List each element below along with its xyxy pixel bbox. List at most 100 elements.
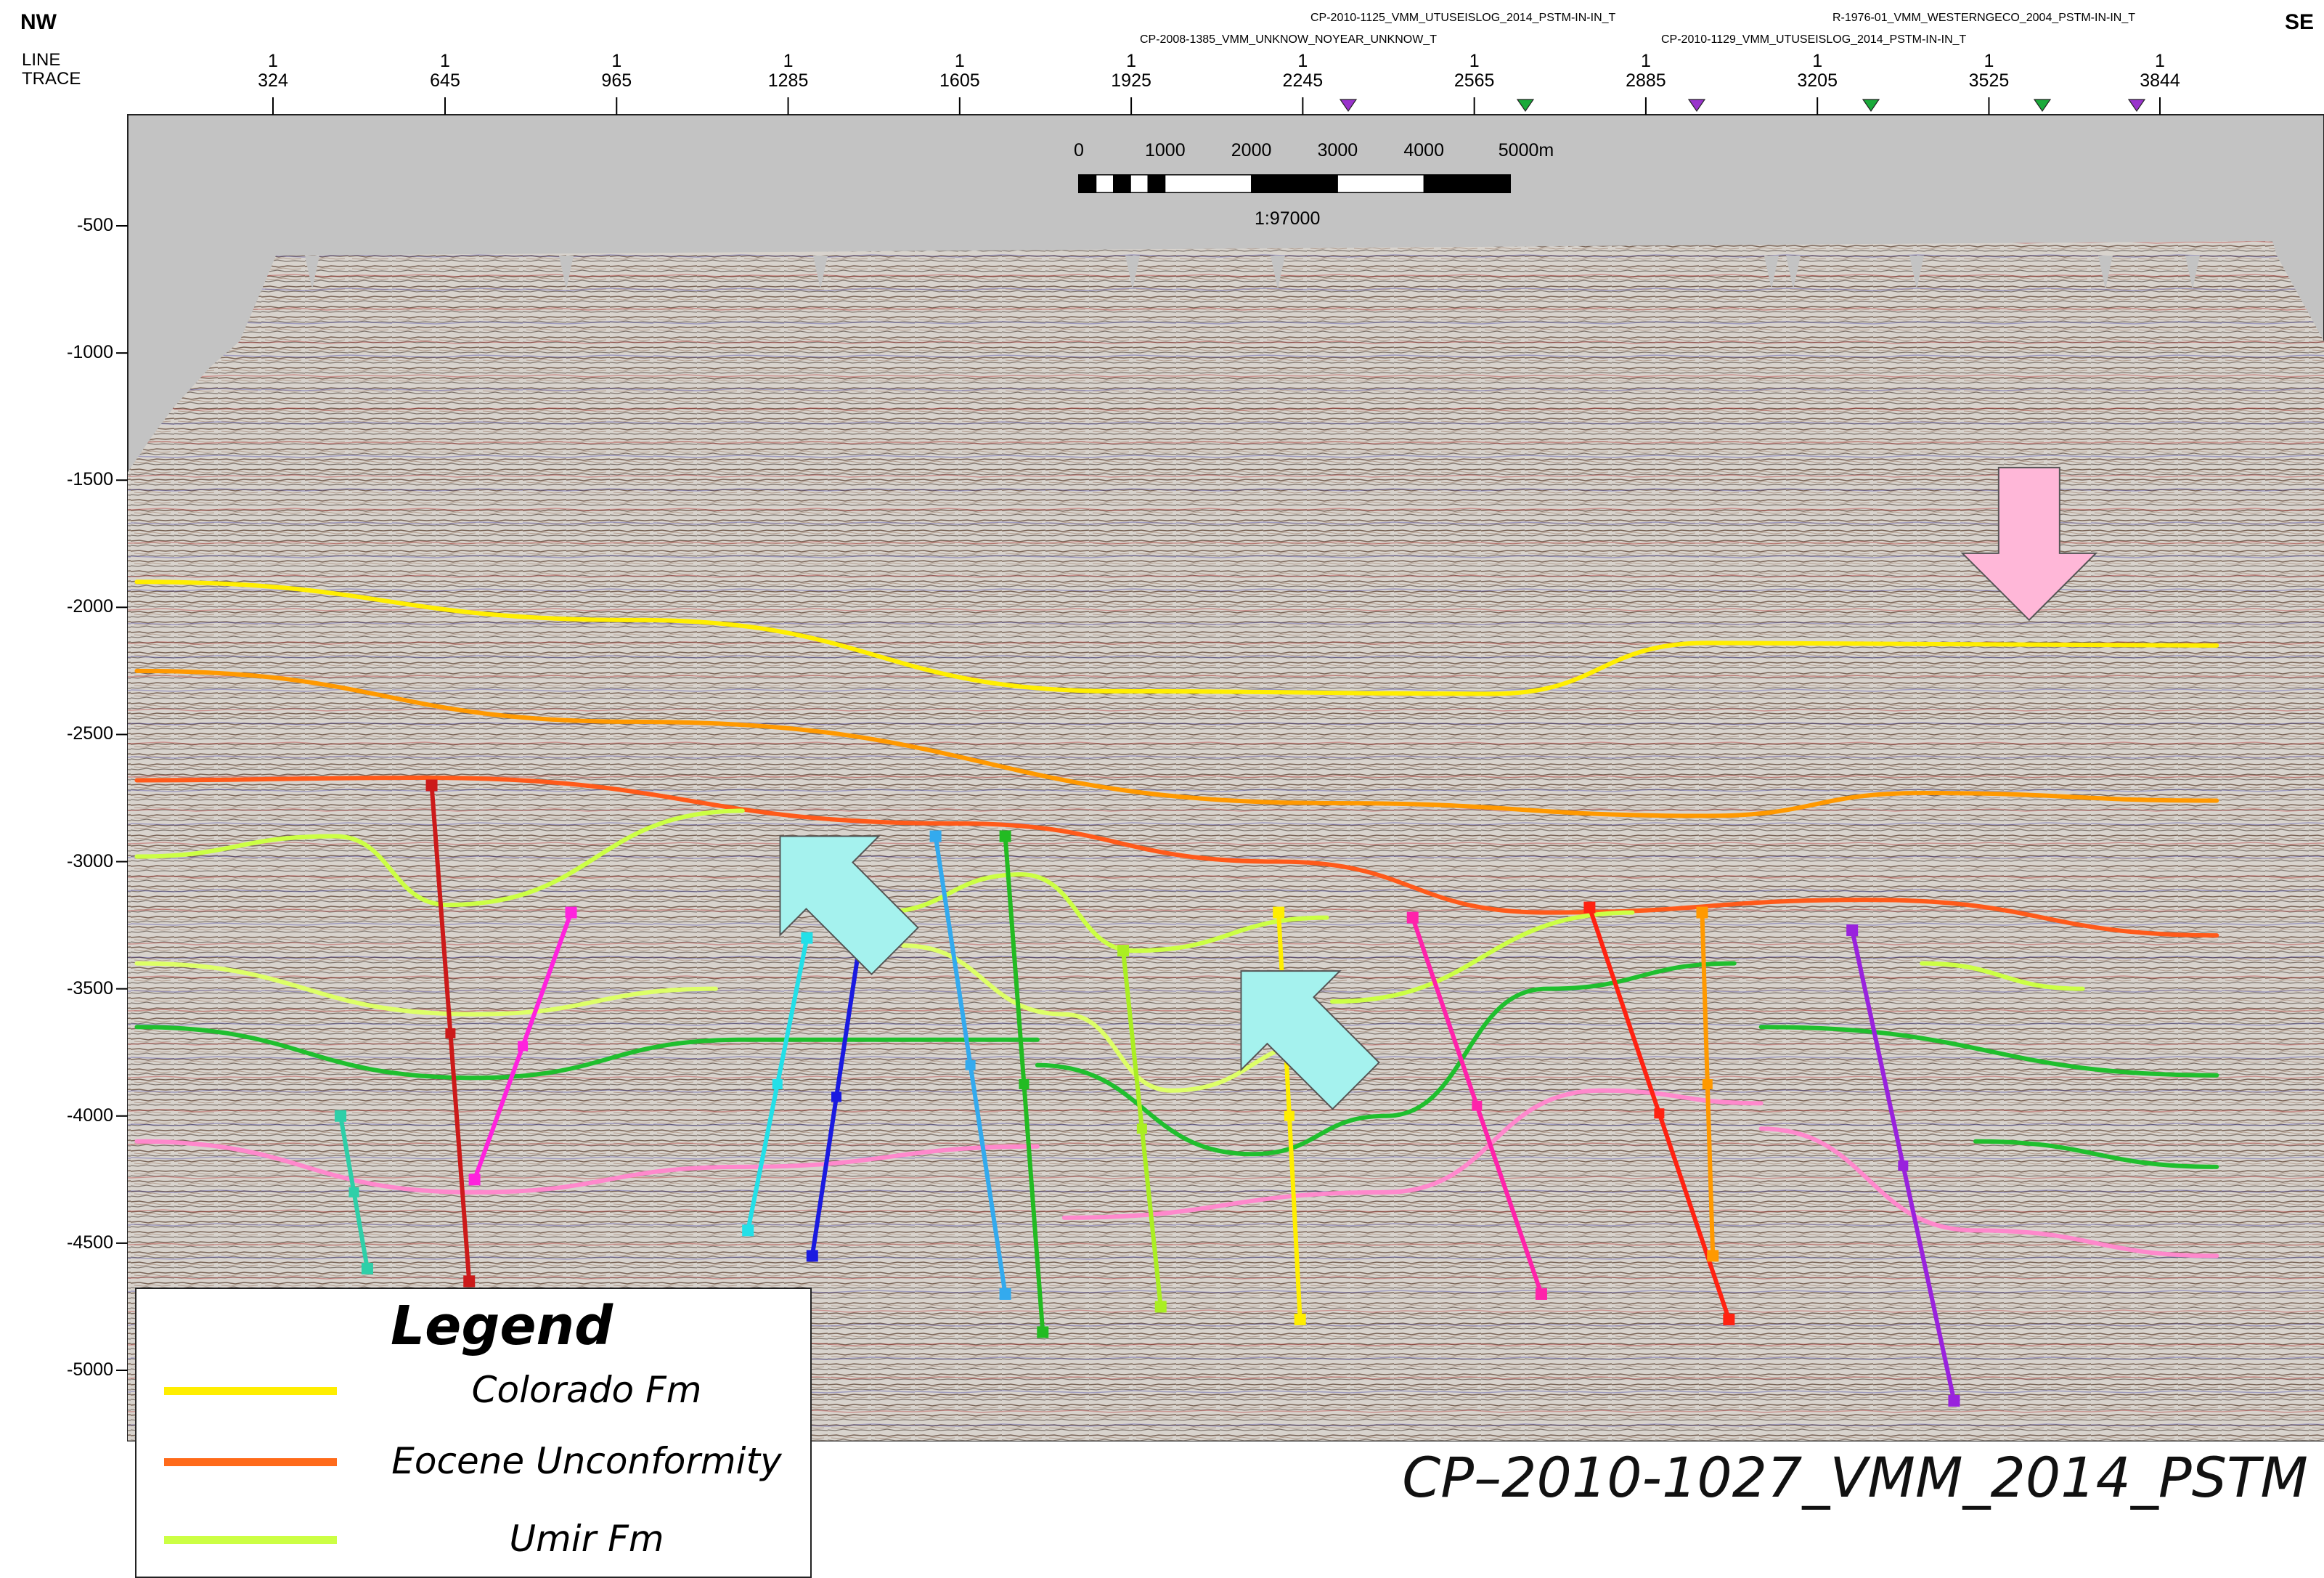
fault-node [1284,1110,1294,1121]
depth-label: -4000 [67,1105,113,1126]
intersecting-line-name: R-1976-01_VMM_WESTERNGECO_2004_PSTM-IN-I… [1832,12,2136,24]
trace-label: 1605 [939,70,980,91]
fault-node [1273,906,1285,919]
fault-node [1723,1313,1735,1325]
line-number-label: 1 [2155,51,2165,71]
intersection-marker-icon [1862,99,1880,113]
fault-node [348,1187,359,1197]
scale-bar-label: 0 [1074,140,1084,160]
scale-bar-segment [1096,174,1114,193]
scale-bar-label: 1000 [1144,140,1186,160]
fault-node [1898,1160,1909,1171]
legend-label: Eocene Unconformity [391,1440,782,1482]
fault-node [831,1091,842,1102]
horizon-line [1758,1025,2219,1078]
trace-gap [1764,256,1779,289]
scale-bar [1078,174,1511,193]
fault-node [335,1110,347,1122]
depth-label: -3500 [67,977,113,999]
intersection-marker-icon [1516,99,1534,113]
legend-swatch [164,1536,337,1544]
trace-label: 965 [601,70,632,91]
legend-label: Umir Fm [509,1518,664,1560]
intersection-marker-icon [1687,99,1706,113]
trace-gap [1271,256,1285,289]
intersection-marker-icon [2127,99,2145,113]
trace-gap [305,256,319,289]
trace-label: 3205 [1797,70,1838,91]
axis-caption-line: LINE [22,50,61,70]
horizon-line [1973,1139,2219,1169]
scale-bar-segment [1078,174,1097,193]
scale-bar-label: 3000 [1317,140,1358,160]
axis-ticks [116,97,2161,1371]
scale-bar-segment [1165,174,1252,193]
depth-label: -4500 [67,1232,113,1253]
section-title: CP–2010-1027_VMM_2014_PSTM [1402,1445,2308,1510]
horizon-line [1035,961,1737,1157]
fault-node [801,932,813,944]
line-number-label: 1 [1983,51,1994,71]
line-number-label: 1 [440,51,450,71]
trace-label: 1285 [767,70,809,91]
depth-label: -2000 [67,596,113,617]
axis-caption-trace: TRACE [22,69,81,89]
up-left-arrow-icon [779,835,919,975]
fault-node [965,1060,976,1070]
depth-label: -1500 [67,469,113,490]
scale-bar-segment [1251,174,1338,193]
horizon-line [134,808,745,908]
fault-node [1136,1123,1147,1134]
trace-gap [813,256,828,289]
direction-se: SE [2284,10,2314,34]
scale-bar-segment [1130,174,1149,193]
fault-node [742,1224,754,1237]
fault-node [1535,1288,1547,1300]
line-number-label: 1 [1126,51,1137,71]
fault-node [1702,1079,1713,1089]
fault-node [1294,1313,1306,1325]
faults [335,779,1960,1407]
fault-node [518,1041,529,1052]
trace-label: 645 [430,70,460,91]
horizon-line [874,872,1329,953]
trace-gap [2185,256,2200,289]
legend-swatch [164,1387,337,1395]
fault-node [468,1174,481,1186]
depth-label: -3000 [67,850,113,871]
line-number-label: 1 [1469,51,1480,71]
horizon-line [134,1025,1040,1081]
horizon-line [1920,961,2085,991]
annotation-arrows [779,466,2098,1110]
trace-gap [559,256,574,289]
legend-item-colorado: Colorado Fm [136,1365,813,1416]
fault-node [463,1275,476,1288]
depth-label: -1000 [67,342,113,363]
fault-node [1406,911,1419,924]
scale-bar-label: 5000m [1498,140,1554,160]
fault-node [565,906,577,919]
horizon-line [901,943,1334,1093]
fault-node [1583,901,1596,914]
fault-node [1117,945,1130,957]
fault-node [361,1262,373,1274]
horizon-line [1758,1126,2219,1258]
horizon-line [1061,1088,1764,1220]
legend-item-umir: Umir Fm [136,1514,813,1565]
line-number-label: 1 [954,51,965,71]
intersection-marker-icon [1339,99,1358,113]
direction-nw: NW [20,10,57,34]
depth-label: -2500 [67,723,113,744]
trace-label: 3525 [1968,70,2010,91]
fault-node [999,1288,1011,1300]
trace-label: 2565 [1453,70,1495,91]
fault-node [1654,1108,1665,1119]
horizon-line [134,579,2219,696]
fault-node [1154,1301,1167,1313]
horizon-line [134,775,2219,938]
seismic-data-area [128,241,2324,1441]
scale-ratio: 1:97000 [1255,208,1321,229]
fault-node [1696,906,1708,919]
legend-swatch [164,1458,337,1466]
scale-bar-segment [1423,174,1511,193]
